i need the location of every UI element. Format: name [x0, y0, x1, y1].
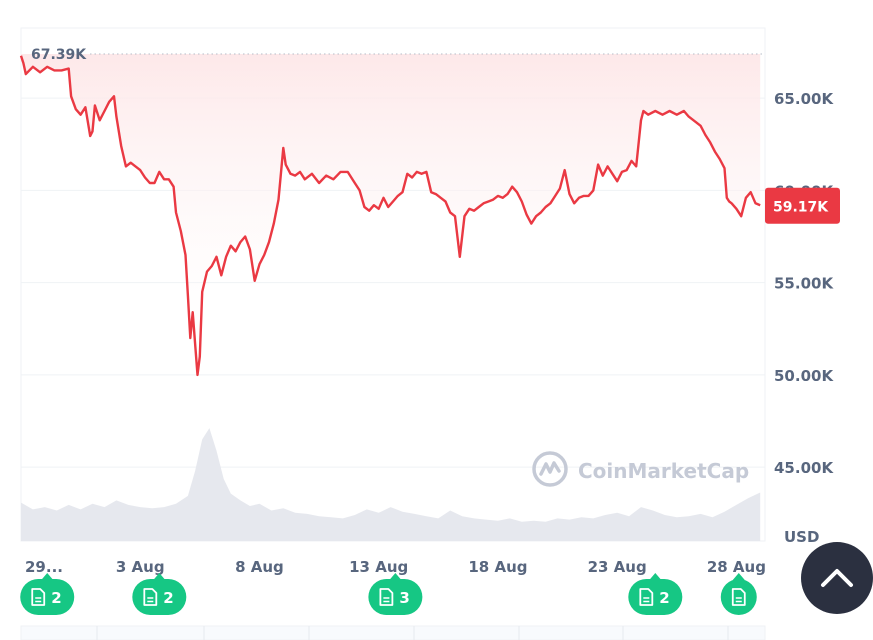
news-marker[interactable]: 2 [132, 573, 187, 615]
news-marker[interactable]: 2 [628, 573, 683, 615]
news-marker-pill[interactable] [628, 579, 683, 615]
document-icon-lines [735, 597, 742, 603]
price-series-line [19, 55, 761, 377]
current-price-tag [765, 187, 840, 224]
watermark-text: CoinMarketCap [578, 459, 749, 483]
x-tick-label: 29... [25, 558, 63, 576]
volume-area [21, 428, 761, 541]
news-marker-count: 2 [163, 589, 173, 607]
current-price-value: 59.17K [773, 200, 829, 216]
news-marker[interactable]: 3 [368, 573, 423, 615]
y-tick-label: 50.00K [774, 367, 834, 385]
news-marker-pointer [153, 573, 166, 580]
document-icon-lines [35, 597, 42, 603]
y-tick-label: 55.00K [774, 275, 834, 293]
x-tick-label: 13 Aug [349, 558, 408, 576]
news-marker-pointer [732, 573, 745, 580]
current-price-label: 59.17K [765, 187, 840, 224]
news-marker-pill[interactable] [20, 579, 75, 615]
news-marker-pointer [41, 573, 54, 580]
price-area-fill [21, 54, 761, 375]
max-reference-label: 67.39K [31, 47, 87, 63]
news-marker[interactable] [720, 573, 757, 615]
x-tick-label: 28 Aug [707, 558, 766, 576]
chevron-up-icon [821, 569, 853, 587]
news-marker-pill[interactable] [720, 579, 757, 615]
news-marker-count: 2 [659, 589, 669, 607]
news-marker-count: 3 [399, 589, 409, 607]
navigator-track[interactable] [20, 625, 766, 640]
news-marker-pill[interactable] [132, 579, 187, 615]
document-icon-lines [643, 597, 650, 603]
document-icon-lines [383, 597, 390, 603]
range-navigator[interactable] [20, 625, 766, 640]
area-shape [21, 54, 761, 375]
news-markers[interactable]: 2 2 3 2 [20, 573, 757, 615]
x-tick-label: 23 Aug [588, 558, 647, 576]
y-tick-label: 45.00K [774, 459, 834, 477]
x-axis: 29... 3 Aug 8 Aug 13 Aug 18 Aug 23 Aug 28 Aug [25, 558, 766, 576]
document-icon [31, 588, 46, 606]
x-tick-label: 3 Aug [116, 558, 165, 576]
coinmarketcap-logo-icon [532, 451, 568, 487]
price-line [19, 55, 761, 377]
news-marker-pointer [649, 573, 662, 580]
document-icon [143, 588, 158, 606]
x-tick-label: 18 Aug [468, 558, 527, 576]
news-marker[interactable]: 2 [20, 573, 75, 615]
document-icon [731, 588, 746, 606]
volume-shape [21, 428, 761, 541]
document-icon [379, 588, 394, 606]
document-icon [639, 588, 654, 606]
news-marker-count: 2 [51, 589, 61, 607]
y-tick-label: 65.00K [774, 90, 834, 108]
x-tick-label: 8 Aug [235, 558, 284, 576]
watermark: CoinMarketCap [532, 451, 749, 487]
max-reference-line: 67.39K [31, 47, 765, 63]
currency-label: USD [784, 528, 819, 546]
news-marker-pointer [389, 573, 402, 580]
scroll-to-top-button[interactable] [801, 542, 873, 614]
document-icon-lines [147, 597, 154, 603]
news-marker-pill[interactable] [368, 579, 423, 615]
